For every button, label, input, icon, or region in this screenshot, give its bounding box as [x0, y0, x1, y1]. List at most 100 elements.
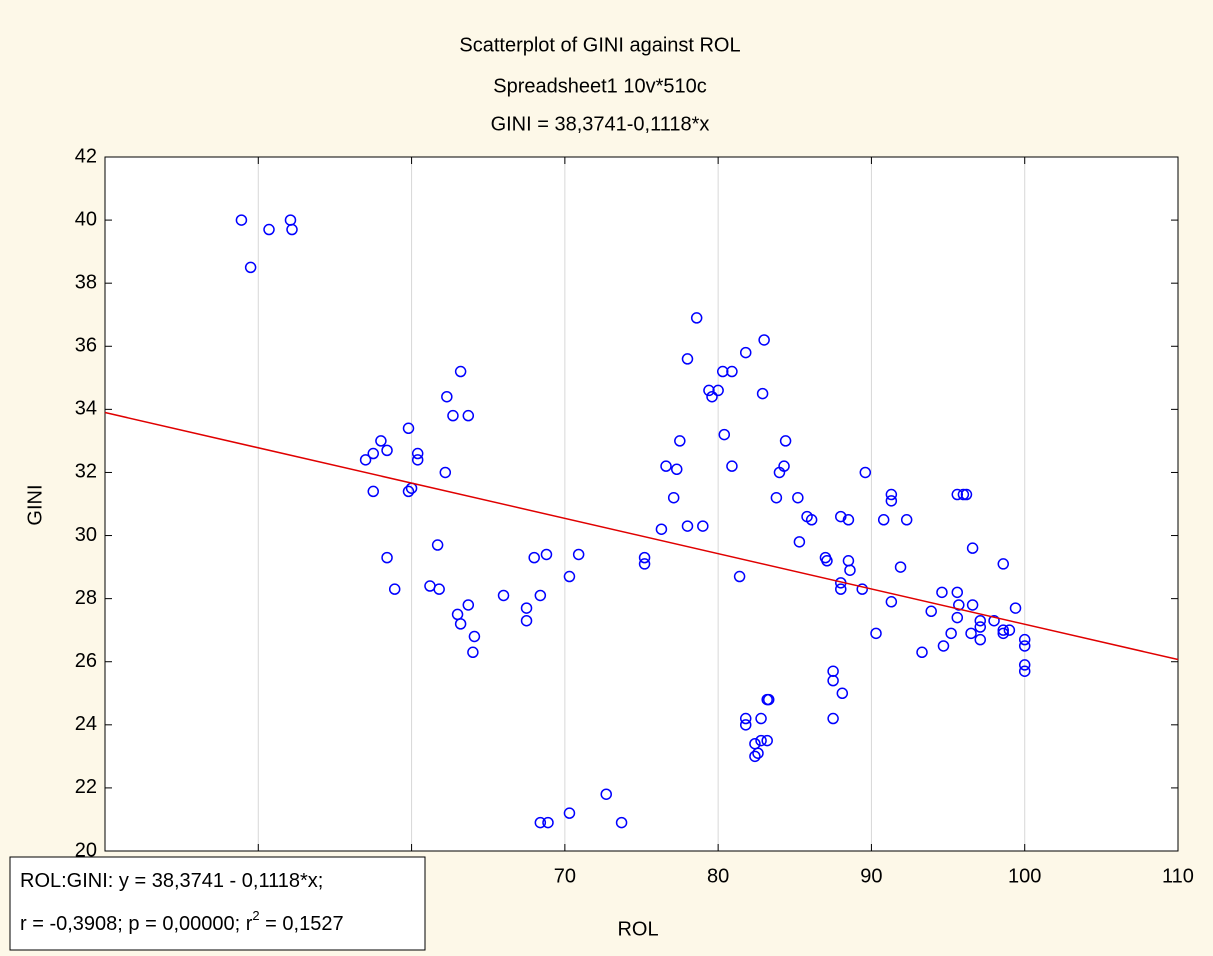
point: [778, 460, 790, 472]
stats-box: [9, 856, 426, 951]
stats-text: 2: [252, 908, 259, 923]
point: [752, 747, 764, 759]
point: [388, 583, 401, 595]
point: [960, 488, 973, 501]
point: [835, 583, 847, 595]
point: [937, 640, 950, 652]
point: [842, 514, 855, 526]
point: [792, 491, 804, 504]
point: [563, 807, 576, 819]
point: [703, 384, 715, 397]
point: [439, 466, 452, 479]
point: [468, 630, 481, 643]
point: [885, 495, 898, 507]
point: [563, 570, 576, 583]
point: [674, 435, 686, 447]
x-axis-label: ROL: [617, 918, 658, 940]
point: [974, 621, 987, 633]
stats-text: r = -0,3908; p = 0,00000; r: [20, 913, 253, 935]
x-tick-label: 110: [1162, 865, 1194, 887]
point: [381, 551, 393, 564]
point: [953, 599, 965, 611]
point: [726, 460, 738, 472]
point: [761, 734, 773, 747]
point: [755, 712, 767, 725]
point: [572, 548, 585, 561]
point: [844, 564, 856, 576]
point: [885, 596, 898, 608]
point: [1018, 633, 1031, 646]
point: [966, 542, 979, 554]
point: [540, 548, 553, 561]
point: [925, 605, 937, 618]
fit-line: [104, 411, 1179, 661]
point: [681, 520, 694, 532]
point: [462, 599, 475, 611]
y-tick-label: 40: [75, 208, 97, 230]
point: [497, 589, 510, 602]
plot-frame: [104, 156, 1179, 852]
point: [462, 409, 475, 422]
point: [1018, 665, 1031, 677]
point: [454, 365, 467, 378]
point: [528, 551, 540, 564]
point: [779, 435, 792, 447]
x-tick-label: 100: [1008, 865, 1041, 887]
point: [951, 611, 964, 624]
point: [697, 520, 709, 532]
point: [997, 558, 1010, 570]
point: [974, 614, 987, 627]
point: [660, 460, 672, 472]
point: [739, 712, 752, 725]
point: [520, 602, 533, 614]
stats-line: ROL:GINI: y = 38,3741 - 0,1118*x;: [20, 870, 323, 892]
point: [681, 353, 694, 365]
point: [441, 390, 453, 403]
point: [870, 627, 882, 640]
point: [542, 816, 554, 829]
point: [411, 447, 424, 460]
point: [718, 428, 731, 441]
y-tick-label: 24: [75, 713, 97, 735]
point: [402, 485, 415, 498]
point: [805, 514, 818, 526]
point: [957, 488, 970, 501]
point: [749, 750, 761, 763]
point: [1018, 640, 1031, 652]
y-axis-label: GINI: [24, 484, 46, 525]
point: [758, 334, 770, 346]
point: [411, 454, 424, 466]
point: [367, 485, 379, 498]
x-tick-label: 80: [707, 865, 729, 887]
point: [244, 261, 257, 274]
point: [359, 454, 372, 466]
y-tick-label: 32: [75, 461, 97, 483]
point: [454, 618, 467, 630]
chart-subtitle: Spreadsheet1 10v*510c: [493, 75, 707, 97]
point: [916, 646, 928, 659]
point: [836, 687, 849, 700]
stats-text: = 0,1527: [260, 913, 344, 935]
point: [433, 583, 445, 595]
point: [690, 312, 703, 324]
point: [263, 223, 275, 236]
point: [615, 816, 628, 829]
point: [885, 488, 898, 501]
point: [739, 719, 752, 731]
point: [793, 536, 806, 548]
point: [856, 583, 868, 595]
point: [770, 491, 783, 504]
point: [520, 614, 533, 627]
point: [827, 674, 839, 687]
point: [756, 387, 769, 400]
chart-equation: GINI = 38,3741-0,1118*x: [491, 113, 710, 135]
y-tick-label: 22: [75, 776, 97, 798]
point: [726, 365, 738, 378]
point: [286, 223, 298, 236]
y-tick-label: 34: [75, 398, 97, 420]
point: [997, 627, 1010, 640]
point: [534, 816, 547, 829]
point: [706, 390, 718, 403]
